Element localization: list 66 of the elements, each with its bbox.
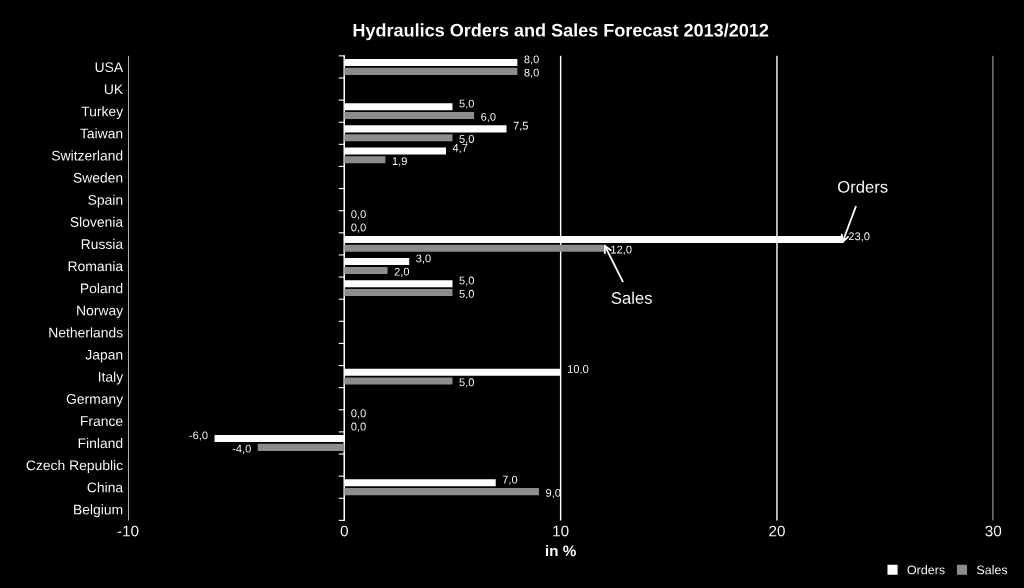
y-tick-label: Russia — [81, 238, 124, 250]
data-label: 1,9 — [392, 157, 407, 167]
bar — [344, 112, 475, 120]
data-label: 23,0 — [848, 232, 870, 242]
y-tick-label: Norway — [77, 305, 124, 319]
bar — [344, 67, 518, 75]
bar — [344, 289, 453, 297]
y-tick-label: Poland — [81, 283, 123, 294]
y-tick-label: Japan — [85, 349, 123, 363]
y-tick-label: Slovenia — [70, 216, 124, 227]
y-tick-label: Turkey — [81, 106, 124, 120]
x-tick-label: 30 — [985, 525, 1002, 537]
bar — [344, 156, 386, 164]
x-tick-label: 10 — [553, 525, 569, 537]
bar — [344, 244, 604, 252]
legend-label: Sales — [976, 565, 1008, 575]
data-label: -4,0 — [232, 444, 251, 454]
data-label: 8,0 — [524, 55, 539, 65]
bar — [344, 134, 453, 142]
data-label: 9,0 — [546, 488, 561, 499]
data-label: 6,0 — [481, 112, 496, 123]
data-label: 5,0 — [459, 135, 474, 145]
y-tick-label: Switzerland — [51, 150, 123, 161]
data-label: 10,0 — [567, 365, 589, 375]
data-label: 5,0 — [459, 378, 474, 388]
data-label: 4,7 — [452, 143, 468, 154]
y-tick-label: UK — [104, 84, 123, 95]
y-tick-label: Germany — [66, 394, 124, 407]
chart-title: Hydraulics Orders and Sales Forecast 2013/2012 — [353, 23, 769, 41]
y-tick-label: Belgium — [74, 504, 123, 518]
y-tick-label: Netherlands — [49, 327, 123, 338]
x-tick-label: 20 — [769, 525, 785, 537]
data-label: 0,0 — [351, 223, 366, 233]
annotation: Sales — [611, 291, 652, 304]
data-label: 7,5 — [513, 121, 529, 131]
data-label: 5,0 — [459, 99, 474, 109]
y-tick-label: Sweden — [73, 172, 123, 183]
data-label: 5,0 — [459, 276, 474, 286]
y-tick-label: USA — [95, 62, 124, 73]
data-label: 0,0 — [351, 409, 366, 419]
x-tick-label: -10 — [117, 525, 139, 537]
data-label: 0,0 — [351, 422, 366, 432]
data-label: 12,0 — [611, 245, 632, 255]
bar — [344, 488, 540, 496]
y-tick-label: Taiwan — [80, 128, 123, 139]
x-axis-title: in % — [546, 545, 576, 557]
data-label: 3,0 — [416, 254, 431, 264]
x-tick-label: 0 — [340, 525, 348, 537]
bar — [344, 266, 388, 274]
y-tick-label: Finland — [78, 437, 123, 449]
data-label: 7,0 — [502, 475, 518, 485]
bar — [344, 377, 453, 385]
data-label: 5,0 — [459, 289, 474, 300]
y-tick-label: Romania — [68, 260, 124, 272]
y-tick-label: France — [81, 416, 123, 427]
legend-label: Orders — [907, 565, 945, 575]
annotation: Orders — [838, 180, 888, 193]
y-tick-label: Spain — [88, 194, 123, 208]
data-label: 2,0 — [394, 267, 410, 277]
data-label: -6,0 — [189, 431, 208, 441]
y-tick-label: China — [87, 482, 124, 493]
y-tick-label: Czech Republic — [26, 460, 123, 473]
data-label: 0,0 — [351, 210, 366, 220]
bar — [257, 443, 345, 451]
data-label: 8,0 — [524, 68, 539, 78]
y-tick-label: Italy — [98, 371, 124, 385]
